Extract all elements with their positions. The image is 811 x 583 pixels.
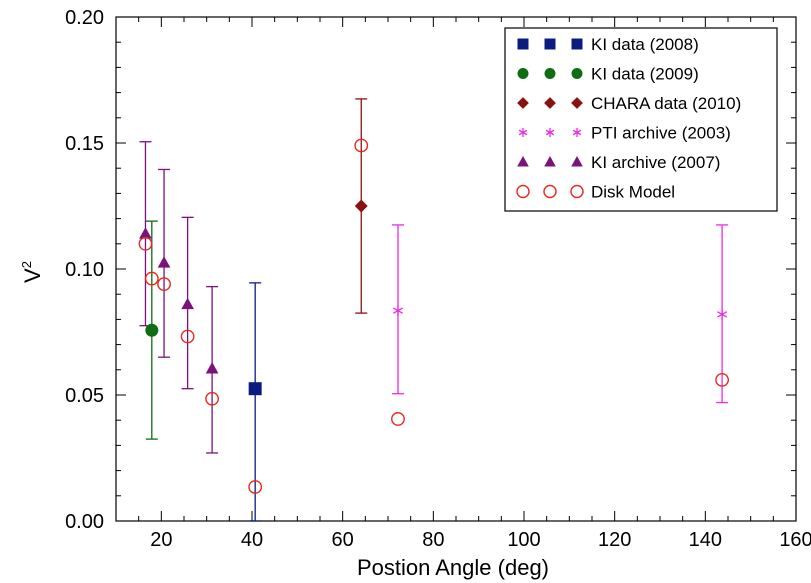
y-tick-label: 0.05 <box>65 385 104 407</box>
star-stroke <box>717 311 728 318</box>
pti-archive-2003-point <box>392 305 403 316</box>
ki-archive-2007-point <box>139 227 152 239</box>
x-tick-label: 40 <box>241 529 263 551</box>
legend-marker-ki-data-2008 <box>544 38 556 50</box>
legend-label-pti-archive-2003: PTI archive (2003) <box>591 124 731 143</box>
x-tick-label: 60 <box>332 529 354 551</box>
disk-model-point <box>354 138 369 153</box>
star-stroke <box>545 129 555 136</box>
ki-data-2008-point <box>248 382 262 396</box>
legend-marker-ki-archive-2007 <box>544 156 556 167</box>
y-axis-title: V <box>20 268 45 283</box>
disk-model-point <box>205 391 220 406</box>
legend-label-ki-data-2009: KI data (2009) <box>591 65 699 84</box>
legend-marker-ki-data-2009 <box>544 68 556 79</box>
star-stroke <box>572 129 582 136</box>
legend-marker-pti-archive-2003 <box>545 128 555 137</box>
y-tick-label: 0.10 <box>65 259 104 281</box>
x-tick-label: 140 <box>689 529 722 551</box>
x-axis-title: Postion Angle (deg) <box>357 555 549 580</box>
svg-text:V2: V2 <box>19 261 45 283</box>
y-tick-label: 0.15 <box>65 133 104 155</box>
legend-marker-chara-data-2010 <box>571 97 583 109</box>
legend-marker-pti-archive-2003 <box>572 128 582 137</box>
x-tick-label: 160 <box>779 529 811 551</box>
legend-marker-ki-data-2009 <box>517 68 529 79</box>
legend-label-disk-model: Disk Model <box>591 183 675 202</box>
disk-model-point <box>157 277 171 292</box>
y-tick-label: 0.20 <box>65 7 104 29</box>
legend-box <box>504 27 778 212</box>
legend-marker-ki-archive-2007 <box>571 156 583 167</box>
legend-marker-chara-data-2010 <box>517 97 529 109</box>
disk-model-point <box>138 236 153 251</box>
legend-label-ki-archive-2007: KI archive (2007) <box>591 153 720 172</box>
star-stroke <box>518 129 528 136</box>
legend-marker-disk-model <box>516 184 530 199</box>
legend-marker-disk-model <box>543 184 557 199</box>
star-stroke <box>392 307 403 314</box>
disk-model-point <box>144 271 159 286</box>
chara-data-2010-point <box>354 199 368 213</box>
pti-archive-2003-point <box>717 308 728 320</box>
x-tick-label: 120 <box>598 529 631 551</box>
legend-marker-disk-model <box>570 184 584 199</box>
x-tick-label: 20 <box>150 529 172 551</box>
data-markers <box>138 138 730 494</box>
ki-archive-2007-point <box>181 297 194 310</box>
x-tick-label: 80 <box>422 529 444 551</box>
legend-label-ki-data-2008: KI data (2008) <box>591 35 699 54</box>
y-tick-label: 0.00 <box>65 511 104 533</box>
legend-marker-ki-data-2009 <box>571 68 583 79</box>
ki-archive-2007-point <box>157 256 171 268</box>
y-axis-title-group: V2 <box>19 261 45 283</box>
axes: 20 40 60 80 100 120 140 160 0.00 0.05 0.10 0.15 0.20 <box>65 7 811 551</box>
disk-model-point <box>391 412 405 426</box>
legend-marker-pti-archive-2003 <box>518 128 528 137</box>
legend-marker-chara-data-2010 <box>544 97 556 109</box>
legend-marker-ki-archive-2007 <box>517 156 529 167</box>
ki-data-2009-point <box>145 323 159 337</box>
x-tick-label: 100 <box>507 529 540 551</box>
ki-archive-2007-point <box>205 362 219 374</box>
disk-model-point <box>715 372 730 387</box>
legend: KI data (2008) KI data (2009) CHARA data (… <box>504 27 778 212</box>
legend-label-chara-data-2010: CHARA data (2010) <box>591 94 741 113</box>
disk-model-point <box>248 480 263 494</box>
y-axis-title-superscript: 2 <box>19 261 34 268</box>
disk-model-point <box>180 329 195 344</box>
legend-marker-ki-data-2008 <box>571 38 583 50</box>
legend-marker-ki-data-2008 <box>517 38 529 50</box>
